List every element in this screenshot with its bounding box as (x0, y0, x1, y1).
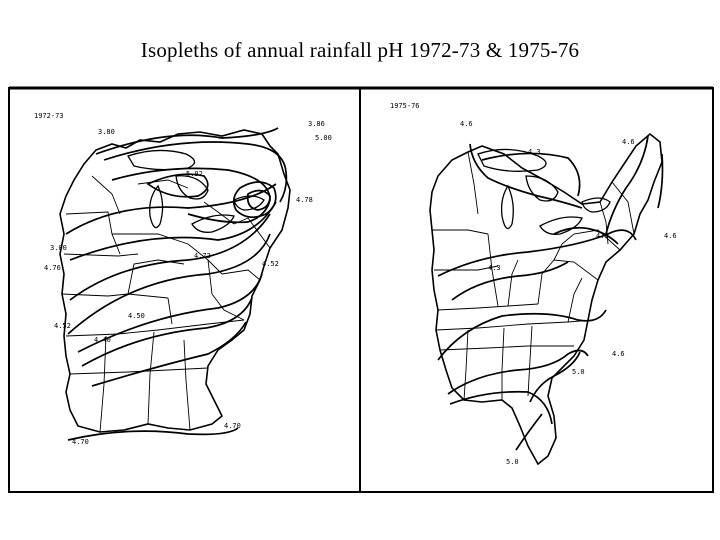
isopleth-label: 4.6 (622, 138, 635, 146)
isopleth-label: 4.3 (528, 148, 541, 156)
isopleth-label-group: 3.80 3.86 5.00 5.92 4.78 3.00 4.76 4.72 … (44, 120, 332, 446)
isopleth-label: 4.40 (94, 336, 111, 344)
isopleth-label: 3.80 (98, 128, 115, 136)
panel-label: 1972-73 (34, 112, 64, 120)
isopleth-label: 4.6 (664, 232, 677, 240)
isopleth-lines (65, 127, 288, 441)
isopleth-label: 5.92 (186, 170, 203, 178)
isopleth-label: 4.76 (44, 264, 61, 272)
isopleth-label: 4.3 (488, 264, 501, 272)
isopleth-lines (437, 135, 664, 451)
isopleth-label: 4.50 (128, 312, 145, 320)
panel-1972-73: 1972-73 (34, 112, 332, 446)
state-borders (432, 151, 635, 401)
isopleth-label-group: 4.6 4.3 4.6 4.1 4.6 4.3 4.6 5.0 5.0 (460, 120, 677, 466)
map-outline (59, 129, 291, 433)
isopleth-label: 5.00 (315, 134, 332, 142)
isopleth-label: 5.0 (572, 368, 585, 376)
panel-1975-76: 1975-76 (390, 102, 677, 466)
isopleth-label: 4.1 (596, 232, 609, 240)
isopleth-label: 4.6 (612, 350, 625, 358)
isopleth-label: 3.86 (308, 120, 325, 128)
isopleth-label: 4.70 (72, 438, 89, 446)
isopleth-label: 4.52 (262, 260, 279, 268)
isopleth-label: 3.00 (50, 244, 67, 252)
figure-frame: 1972-73 (8, 84, 714, 496)
isopleth-maps: 1972-73 (8, 86, 714, 493)
isopleth-label: 5.0 (506, 458, 519, 466)
isopleth-label: 4.70 (224, 422, 241, 430)
state-borders (61, 175, 271, 433)
isopleth-label: 4.78 (296, 196, 313, 204)
panel-label: 1975-76 (390, 102, 420, 110)
page-title: Isopleths of annual rainfall pH 1972-73 … (140, 38, 580, 62)
isopleth-label: 4.52 (54, 322, 71, 330)
map-outline (429, 132, 663, 466)
great-lakes (477, 148, 611, 235)
isopleth-label: 4.72 (194, 252, 211, 260)
isopleth-label: 4.6 (460, 120, 473, 128)
